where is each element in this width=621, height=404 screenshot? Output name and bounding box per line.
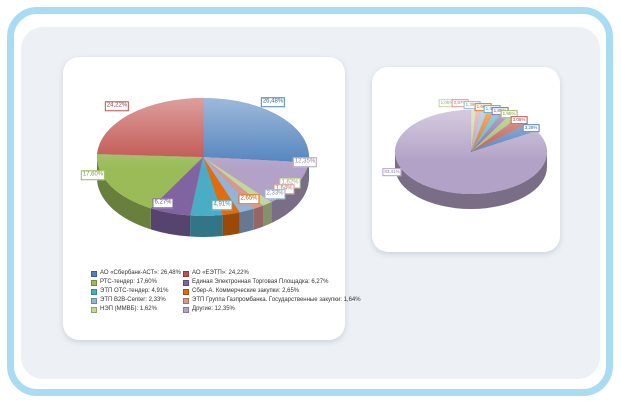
legend-item: ЭТП ОТС-тендер: 4,91% bbox=[91, 288, 175, 295]
legend-swatch bbox=[183, 279, 189, 286]
pie-chart-platform-shares: 26,48% 12,35% 1,62% 1,64% 2,33% 2,65% 4,91% 6,2… bbox=[63, 57, 345, 340]
pie-slice-side bbox=[97, 157, 151, 230]
legend-label: Сбер-А. Коммерческие закупки: 2,65% bbox=[192, 288, 300, 294]
legend-swatch bbox=[91, 279, 97, 286]
pie-slice-side bbox=[190, 214, 223, 237]
pie-slice-side bbox=[395, 152, 547, 209]
legend-swatch bbox=[91, 270, 97, 277]
legend-item: РТС-тендер: 17,60% bbox=[91, 279, 175, 286]
window-frame bbox=[7, 7, 613, 396]
pie-sheen-overlay bbox=[395, 110, 547, 194]
legend-item: ЭТП B2B-Center: 2,33% bbox=[91, 297, 175, 304]
legend-swatch bbox=[183, 270, 189, 277]
legend-item: Единая Электронная Торговая Площадка: 6,… bbox=[183, 279, 361, 286]
legend-label: РТС-тендер: 17,60% bbox=[100, 279, 157, 285]
legend-item: ЭТП Группа Газпромбанка. Государственные… bbox=[183, 297, 361, 304]
legend-label: НЭП (ММВБ): 1,62% bbox=[100, 306, 157, 312]
legend-swatch bbox=[183, 288, 189, 295]
pie-chart-card-right: 1,05% 0,97% 1,39% 1,60% 1,45% 1,85% 1,95% 3,05%… bbox=[372, 67, 560, 252]
legend-item: АО «Сбербанк-АСТ»: 26,48% bbox=[91, 270, 181, 277]
pie-chart-card-left: 26,48% 12,35% 1,62% 1,64% 2,33% 2,65% 4,91% 6,2… bbox=[63, 57, 361, 340]
content-panel: 26,48% 12,35% 1,62% 1,64% 2,33% 2,65% 4,91% 6,2… bbox=[21, 27, 600, 379]
legend-item: Другие: 12,35% bbox=[183, 306, 361, 313]
pie-slice-side bbox=[150, 208, 191, 237]
legend-label: Другие: 12,35% bbox=[192, 306, 235, 312]
legend-swatch bbox=[91, 288, 97, 295]
legend-swatch bbox=[91, 297, 97, 304]
pie-slice-side bbox=[222, 212, 240, 236]
pie-sheen-overlay bbox=[97, 98, 309, 216]
legend-label: АО «Сбербанк-АСТ»: 26,48% bbox=[100, 270, 181, 276]
pie-slice-side bbox=[263, 201, 272, 227]
legend-item: АО «ЕЭТП»: 24,22% bbox=[183, 270, 361, 277]
legend-item: НЭП (ММВБ): 1,62% bbox=[91, 306, 175, 313]
legend-swatch bbox=[183, 306, 189, 313]
legend-swatch bbox=[91, 306, 97, 313]
pie-chart-secondary: 1,05% 0,97% 1,39% 1,60% 1,45% 1,85% 1,95% 3,05%… bbox=[372, 67, 560, 252]
legend-label: ЭТП ОТС-тендер: 4,91% bbox=[100, 288, 169, 294]
pie-3d-svg bbox=[96, 97, 310, 237]
legend-label: Единая Электронная Торговая Площадка: 6,… bbox=[192, 279, 329, 285]
chart-legend: АО «Сбербанк-АСТ»: 26,48% АО «ЕЭТП»: 24,2… bbox=[91, 270, 361, 313]
legend-swatch bbox=[183, 297, 189, 304]
legend-label: ЭТП Группа Газпромбанка. Государственные… bbox=[192, 297, 361, 303]
pie-slice-side bbox=[253, 205, 264, 230]
legend-item: Сбер-А. Коммерческие закупки: 2,65% bbox=[183, 288, 361, 295]
pie-3d-svg bbox=[394, 109, 548, 209]
pie-slice-side bbox=[239, 208, 254, 234]
legend-label: АО «ЕЭТП»: 24,22% bbox=[192, 270, 249, 276]
legend-label: ЭТП B2B-Center: 2,33% bbox=[100, 297, 166, 303]
